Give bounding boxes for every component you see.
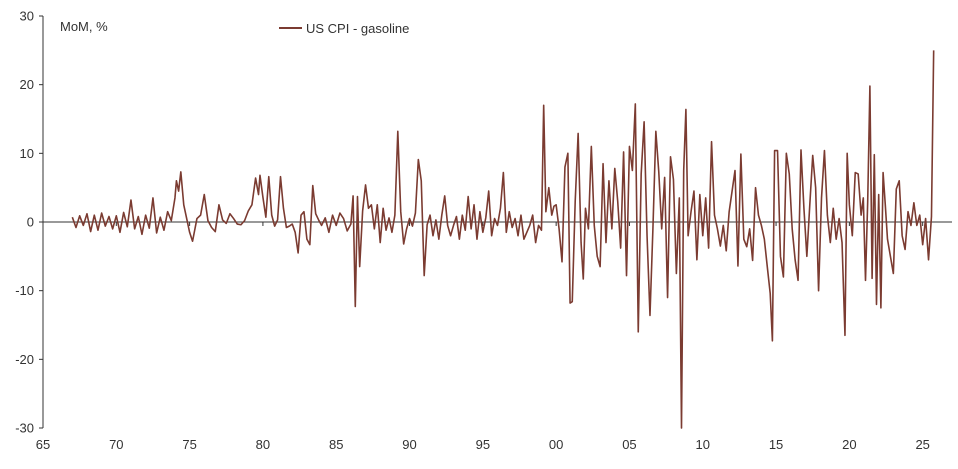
x-ticks: 65 70 75 80 85 90 95 00 05 10 15 20 25 [36, 222, 930, 452]
y-axis-label: MoM, % [60, 19, 108, 34]
x-tick-label: 75 [182, 437, 196, 452]
y-ticks: -30 -20 -10 0 10 20 30 [15, 9, 43, 436]
y-tick-label: -20 [15, 352, 34, 367]
legend-label: US CPI - gasoline [306, 21, 409, 36]
y-tick-label: 20 [20, 77, 34, 92]
x-tick-label: 70 [109, 437, 123, 452]
series [71, 50, 935, 429]
x-tick-label: 05 [622, 437, 636, 452]
x-tick-label: 85 [329, 437, 343, 452]
series-line [71, 50, 935, 429]
x-tick-label: 80 [256, 437, 270, 452]
y-tick-label: 30 [20, 9, 34, 24]
x-tick-label: 90 [402, 437, 416, 452]
y-tick-label: 0 [27, 215, 34, 230]
y-tick-label: -30 [15, 421, 34, 436]
x-tick-label: 15 [769, 437, 783, 452]
x-tick-label: 95 [476, 437, 490, 452]
x-tick-label: 00 [549, 437, 563, 452]
x-tick-label: 25 [915, 437, 929, 452]
x-tick-label: 65 [36, 437, 50, 452]
legend: US CPI - gasoline [279, 21, 409, 36]
y-tick-label: 10 [20, 146, 34, 161]
x-tick-label: 20 [842, 437, 856, 452]
x-tick-label: 10 [696, 437, 710, 452]
y-tick-label: -10 [15, 283, 34, 298]
